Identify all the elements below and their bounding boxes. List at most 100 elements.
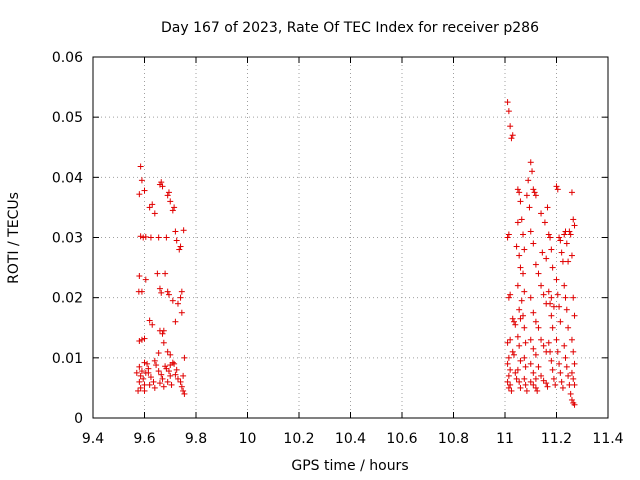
data-point <box>168 381 175 388</box>
data-point <box>165 368 172 375</box>
data-point <box>527 378 534 385</box>
data-point <box>550 375 557 382</box>
data-point <box>518 216 525 223</box>
data-point <box>141 387 148 394</box>
data-point <box>530 345 537 352</box>
data-point <box>158 289 165 296</box>
data-point <box>160 383 167 390</box>
data-point <box>517 198 524 205</box>
data-point <box>535 363 542 370</box>
data-point <box>505 108 512 115</box>
data-point <box>543 255 550 262</box>
data-point <box>520 231 527 238</box>
x-tick-label: 10.8 <box>438 431 469 447</box>
data-point <box>514 219 521 226</box>
data-point <box>544 383 551 390</box>
data-point <box>507 381 514 388</box>
data-point <box>559 384 566 391</box>
data-point <box>508 135 515 142</box>
data-point <box>513 243 520 250</box>
data-point <box>547 234 554 241</box>
data-point <box>146 381 153 388</box>
data-point <box>557 237 564 244</box>
data-point <box>155 234 162 241</box>
data-point <box>538 282 545 289</box>
data-point <box>568 369 575 376</box>
x-tick-label: 11.4 <box>592 431 623 447</box>
y-tick-label: 0.04 <box>52 170 83 186</box>
data-point <box>136 378 143 385</box>
data-point <box>565 324 572 331</box>
data-point <box>142 276 149 283</box>
data-point <box>137 372 144 379</box>
data-point <box>137 233 144 240</box>
data-point <box>136 363 143 370</box>
data-point <box>171 360 178 367</box>
data-point <box>156 380 163 387</box>
data-point <box>504 378 511 385</box>
data-point <box>565 258 572 265</box>
data-point <box>142 233 149 240</box>
data-point <box>517 264 524 271</box>
data-point <box>138 368 145 375</box>
data-point <box>151 210 158 217</box>
data-point <box>563 306 570 313</box>
data-point <box>180 387 187 394</box>
data-point <box>138 288 145 295</box>
data-point <box>151 384 158 391</box>
data-point <box>561 282 568 289</box>
data-point <box>552 381 559 388</box>
x-tick-label: 10.2 <box>283 431 314 447</box>
data-point <box>505 294 512 301</box>
data-point <box>514 282 521 289</box>
data-point <box>522 381 529 388</box>
x-tick-label: 11.2 <box>541 431 572 447</box>
data-point <box>167 372 174 379</box>
data-point <box>140 375 147 382</box>
data-point <box>505 231 512 238</box>
data-point <box>567 231 574 238</box>
data-point <box>521 246 528 253</box>
data-point <box>146 317 153 324</box>
data-point <box>172 371 179 378</box>
data-point <box>568 396 575 403</box>
data-point <box>521 354 528 361</box>
y-tick-label: 0.02 <box>52 291 83 307</box>
data-point <box>554 186 561 193</box>
data-point <box>540 342 547 349</box>
data-point <box>507 366 514 373</box>
data-point <box>561 342 568 349</box>
data-point <box>163 234 170 241</box>
data-point <box>553 183 560 190</box>
data-point <box>509 348 516 355</box>
data-point <box>532 384 539 391</box>
data-point <box>530 186 537 193</box>
data-point <box>164 192 171 199</box>
data-point <box>568 189 575 196</box>
data-point <box>545 288 552 295</box>
data-point <box>146 204 153 211</box>
y-tick-label: 0 <box>74 411 83 427</box>
data-point <box>518 297 525 304</box>
data-point <box>150 378 157 385</box>
y-tick-label: 0.05 <box>52 110 83 126</box>
data-point <box>534 387 541 394</box>
data-point <box>140 234 147 241</box>
data-point <box>562 354 569 361</box>
data-point <box>530 381 537 388</box>
data-point <box>514 186 521 193</box>
data-point <box>570 216 577 223</box>
data-point <box>541 219 548 226</box>
data-point <box>169 297 176 304</box>
data-point <box>149 201 156 208</box>
data-point <box>171 204 178 211</box>
data-point <box>570 348 577 355</box>
data-point <box>557 318 564 325</box>
data-point <box>538 210 545 217</box>
data-point <box>520 312 527 319</box>
data-point <box>558 378 565 385</box>
data-point <box>505 384 512 391</box>
data-point <box>517 357 524 364</box>
data-point <box>554 291 561 298</box>
data-point <box>544 204 551 211</box>
